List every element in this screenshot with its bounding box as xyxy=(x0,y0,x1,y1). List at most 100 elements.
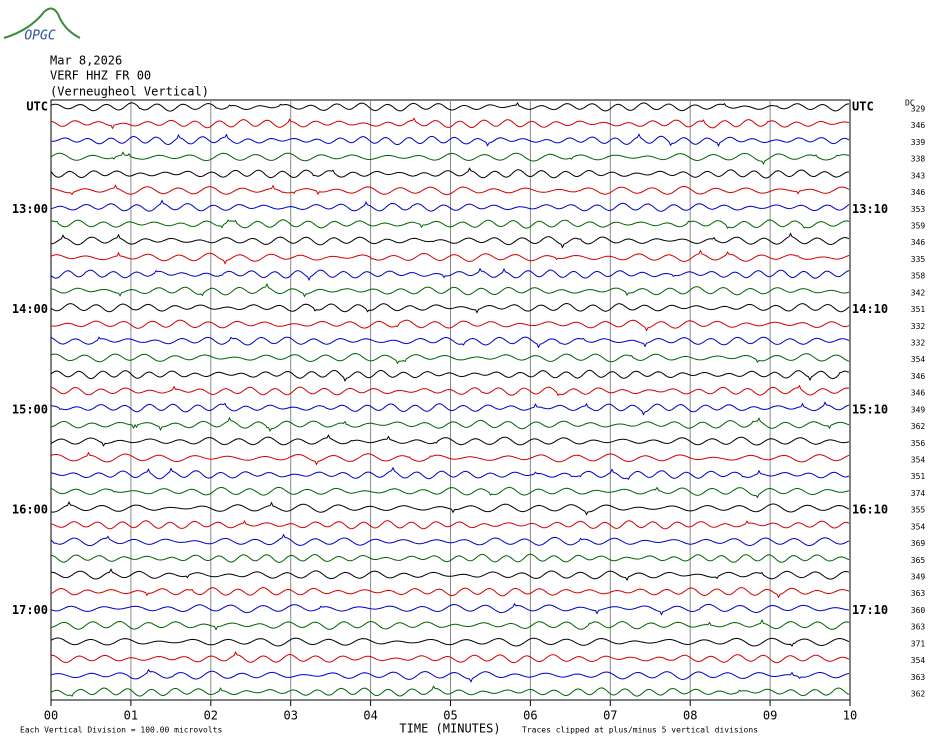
dc-value: 332 xyxy=(911,339,926,348)
dc-value: 351 xyxy=(911,305,926,314)
left-time-label: 15:00 xyxy=(12,402,48,416)
dc-value: 338 xyxy=(911,155,926,164)
dc-value: 346 xyxy=(911,121,926,130)
dc-value: 332 xyxy=(911,322,926,331)
trace xyxy=(50,117,850,130)
trace xyxy=(50,219,850,229)
trace xyxy=(50,302,850,314)
trace xyxy=(50,650,850,664)
trace xyxy=(50,283,850,298)
dc-value: 354 xyxy=(911,522,926,531)
dc-value: 335 xyxy=(911,255,926,264)
left-time-label: 16:00 xyxy=(12,503,48,517)
trace xyxy=(50,167,850,179)
x-tick-label: 03 xyxy=(283,709,297,723)
dc-value: 346 xyxy=(911,372,926,381)
trace xyxy=(50,384,850,397)
x-tick-label: 02 xyxy=(204,709,218,723)
trace xyxy=(50,433,850,447)
trace xyxy=(50,101,850,112)
trace xyxy=(50,668,850,683)
dc-value: 354 xyxy=(911,355,926,364)
dc-value: 354 xyxy=(911,456,926,465)
trace xyxy=(50,533,850,547)
x-tick-label: 06 xyxy=(523,709,537,723)
dc-value: 371 xyxy=(911,639,926,648)
trace xyxy=(50,416,850,432)
trace xyxy=(50,637,850,648)
dc-value: 349 xyxy=(911,573,926,582)
dc-value: 358 xyxy=(911,272,926,281)
dc-value: 354 xyxy=(911,656,926,665)
station: VERF HHZ FR 00 xyxy=(50,69,151,83)
dc-label: DC xyxy=(905,99,915,108)
logo: OPGC xyxy=(24,29,55,44)
x-tick-label: 00 xyxy=(44,709,58,723)
dc-value: 356 xyxy=(911,439,926,448)
x-tick-label: 10 xyxy=(843,709,857,723)
trace xyxy=(50,249,850,265)
right-time-label: 17:10 xyxy=(852,603,888,617)
right-time-label: 16:10 xyxy=(852,503,888,517)
dc-value: 365 xyxy=(911,556,926,565)
trace xyxy=(50,184,850,196)
trace xyxy=(50,519,850,530)
trace xyxy=(50,500,850,516)
dc-value: 362 xyxy=(911,690,926,699)
dc-value: 342 xyxy=(911,288,926,297)
left-time-label: 17:00 xyxy=(12,603,48,617)
left-time-label: 13:00 xyxy=(12,202,48,216)
dc-value: 346 xyxy=(911,188,926,197)
scale-note: Each Vertical Division = 100.00 microvol… xyxy=(20,726,222,735)
x-tick-label: 05 xyxy=(443,709,457,723)
trace xyxy=(50,151,850,165)
dc-value: 360 xyxy=(911,606,926,615)
trace xyxy=(50,451,850,466)
x-tick-label: 07 xyxy=(603,709,617,723)
trace xyxy=(50,267,850,282)
trace xyxy=(50,133,850,147)
trace xyxy=(50,336,850,349)
x-tick-label: 08 xyxy=(683,709,697,723)
trace xyxy=(50,369,850,383)
dc-value: 349 xyxy=(911,405,926,414)
right-time-label: 15:10 xyxy=(852,402,888,416)
right-time-label: 13:10 xyxy=(852,202,888,216)
dc-value: 359 xyxy=(911,222,926,231)
x-tick-label: 09 xyxy=(763,709,777,723)
dc-value: 362 xyxy=(911,422,926,431)
dc-value: 363 xyxy=(911,623,926,632)
dc-value: 374 xyxy=(911,489,926,498)
logo-curve xyxy=(3,7,81,39)
trace xyxy=(50,352,850,365)
dc-value: 355 xyxy=(911,506,926,515)
right-time-label: UTC xyxy=(852,100,874,114)
x-tick-label: 04 xyxy=(363,709,377,723)
dc-value: 329 xyxy=(911,105,926,114)
dc-value: 339 xyxy=(911,138,926,147)
location: (Verneugheol Vertical) xyxy=(50,85,209,99)
dc-value: 346 xyxy=(911,238,926,247)
dc-value: 343 xyxy=(911,171,926,180)
dc-value: 369 xyxy=(911,539,926,548)
trace xyxy=(51,401,850,416)
dc-value: 363 xyxy=(911,589,926,598)
dc-value: 351 xyxy=(911,472,926,481)
trace xyxy=(50,466,850,481)
trace xyxy=(50,553,850,563)
trace xyxy=(50,319,850,332)
trace xyxy=(51,568,850,582)
trace xyxy=(50,486,850,499)
dc-value: 346 xyxy=(911,389,926,398)
dc-value: 363 xyxy=(911,673,926,682)
trace xyxy=(50,587,850,599)
trace xyxy=(50,199,850,212)
x-axis-label: TIME (MINUTES) xyxy=(399,722,500,736)
x-tick-label: 01 xyxy=(124,709,138,723)
date: Mar 8,2026 xyxy=(50,54,122,68)
trace xyxy=(50,685,850,697)
left-time-label: 14:00 xyxy=(12,302,48,316)
clip-note: Traces clipped at plus/minus 5 vertical … xyxy=(522,726,758,735)
left-time-label: UTC xyxy=(26,100,48,114)
